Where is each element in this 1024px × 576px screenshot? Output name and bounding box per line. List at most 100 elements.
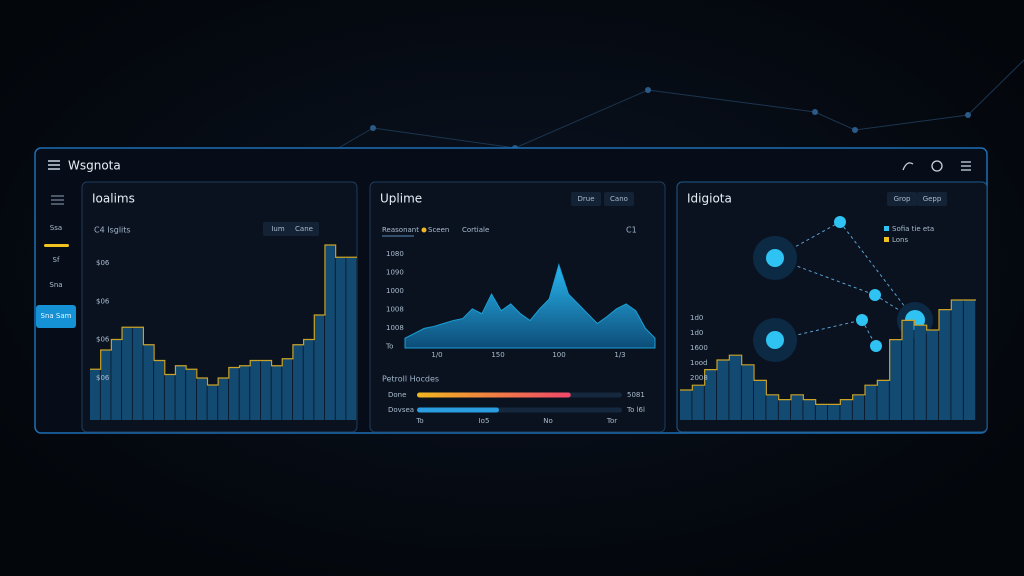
x-label: 1/3 (614, 351, 625, 359)
bar (926, 330, 939, 420)
button-label: Ium (271, 225, 285, 233)
bg-network (334, 59, 1024, 151)
bar (335, 257, 346, 420)
bar (143, 344, 154, 420)
x-label: 1/0 (431, 351, 442, 359)
button[interactable] (263, 222, 293, 236)
y-label: 1008 (386, 324, 404, 332)
button-label: Drue (577, 195, 594, 203)
button-label: Cano (610, 195, 628, 203)
bar (692, 385, 704, 420)
bar (815, 404, 828, 420)
header-icons[interactable] (902, 160, 971, 172)
bar (122, 327, 132, 420)
panel-subtitle: C4 Isglits (94, 226, 131, 235)
bar-outline (90, 244, 357, 386)
bar (346, 257, 357, 420)
bar (260, 360, 271, 420)
bar (704, 369, 717, 420)
sidebar-item[interactable]: Ssa (50, 224, 62, 232)
bar (766, 394, 778, 420)
button[interactable] (604, 192, 634, 206)
panel (369, 181, 666, 433)
bar (717, 360, 729, 420)
bar (324, 245, 335, 420)
sidebar-item[interactable]: Sf (53, 256, 60, 264)
bar (803, 399, 815, 420)
sidebar-icon[interactable] (51, 195, 64, 205)
tab[interactable]: Cortiale (462, 226, 489, 234)
bar (218, 378, 229, 420)
y-label: $06 (96, 374, 110, 382)
bar (963, 300, 976, 420)
tab-dot (421, 227, 427, 233)
panel-title: Idigiota (687, 192, 732, 206)
bar (840, 399, 852, 420)
progress-value: 5081 (627, 391, 645, 399)
app-title: Wsgnota (68, 159, 121, 173)
section-title: Petroll Hocdes (382, 375, 439, 384)
bar (939, 309, 951, 420)
bar (951, 300, 963, 420)
bar (207, 385, 218, 420)
legend-label: Lons (892, 236, 908, 244)
bar (680, 390, 692, 420)
corner-label: C1 (626, 226, 637, 235)
progress-bar (417, 407, 499, 413)
bar (186, 369, 196, 420)
button-label: Gepp (923, 195, 942, 203)
bar-outline (680, 299, 976, 405)
sidebar-item[interactable]: Sna Sam (41, 312, 72, 320)
bar (239, 365, 250, 420)
bar (90, 369, 100, 420)
y-label: 2008 (690, 374, 708, 382)
bar (111, 339, 122, 420)
bar (292, 344, 303, 420)
menu-icon[interactable] (48, 160, 60, 170)
scale-label: Io5 (479, 417, 490, 425)
y-label: 1080 (386, 250, 404, 258)
scale-label: No (543, 417, 553, 425)
sidebar-item[interactable]: Sna (49, 281, 62, 289)
bar (741, 364, 754, 420)
bar (865, 385, 877, 420)
bar (778, 399, 791, 420)
y-label: $06 (96, 259, 110, 267)
bar (314, 315, 325, 420)
legend-swatch (884, 226, 889, 231)
bar (852, 394, 865, 420)
bar (154, 360, 164, 420)
bar (828, 404, 840, 420)
button[interactable] (289, 222, 319, 236)
bar (914, 325, 926, 420)
bg-nodes (370, 87, 971, 151)
bar (271, 365, 282, 420)
bar (164, 374, 175, 420)
button[interactable] (917, 192, 947, 206)
tab[interactable]: Sceen (428, 226, 449, 234)
button-label: Grop (894, 195, 911, 203)
bar (754, 380, 766, 420)
y-label: 1090 (386, 269, 404, 277)
legend-label: Sofia tie eta (892, 225, 934, 233)
panel-title: Ioalims (92, 192, 135, 206)
bar (196, 378, 207, 420)
tab[interactable]: Reasonant (382, 226, 419, 234)
y-label: $06 (96, 336, 110, 344)
bar (877, 380, 889, 420)
bar (729, 355, 741, 420)
progress-bar (417, 392, 571, 398)
sidebar-indicator (44, 244, 69, 247)
bar (303, 339, 314, 420)
sidebar-active[interactable] (36, 305, 76, 328)
button[interactable] (887, 192, 917, 206)
x-label: 150 (491, 351, 504, 359)
scale-label: Tor (606, 417, 617, 425)
y-label: 1000 (386, 287, 404, 295)
button[interactable] (571, 192, 601, 206)
bar (889, 339, 902, 420)
area (404, 262, 656, 349)
y-label: 1ood (690, 359, 707, 367)
